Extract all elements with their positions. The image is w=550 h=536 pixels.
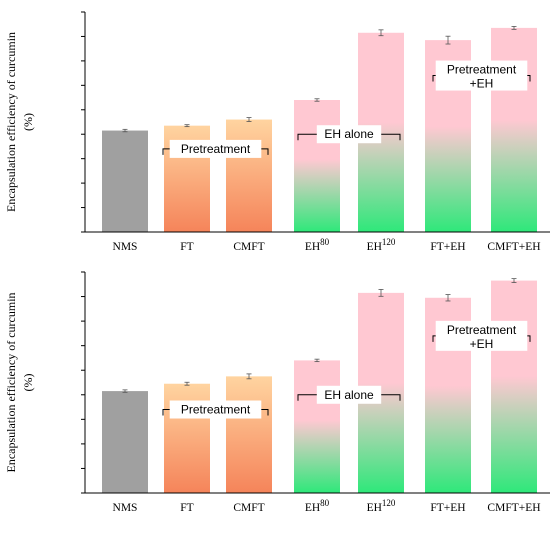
x-tick-label-FT+EH: FT+EH: [430, 502, 465, 514]
annotation-label: Pretreatment +EH: [447, 63, 517, 91]
annotation-box: [169, 400, 262, 419]
bar-CMFT: [226, 119, 272, 232]
bar-CMFT: [226, 376, 272, 493]
group-annotation: Pretreatment: [162, 400, 269, 419]
group-annotation: Pretreatment +EH: [432, 320, 531, 351]
x-tick-label-FT+EH: FT+EH: [430, 241, 465, 253]
bar-NMS: [102, 391, 148, 493]
error-bar-FT: [184, 124, 190, 128]
x-tick-label-CMFT: CMFT: [233, 502, 264, 514]
x-tick-label-CMFT+EH: CMFT+EH: [487, 502, 540, 514]
x-tick-label-EH120: EH120: [367, 498, 396, 514]
bar-NMS: [102, 130, 148, 232]
x-tick-label-EH80: EH80: [305, 498, 330, 514]
error-bar-EH80: [314, 98, 320, 102]
error-bar-CMFT: [246, 117, 252, 122]
y-axis-title: Encapsulation efficiency of curcumin (%): [4, 32, 35, 212]
x-tick-label-EH120: EH120: [367, 237, 396, 253]
error-bar-CMFT: [246, 373, 252, 380]
annotation-label: EH alone: [324, 388, 374, 402]
group-annotation: Pretreatment +EH: [432, 60, 531, 91]
error-bar-EH120: [378, 289, 384, 297]
error-bar-CMFT+EH: [511, 26, 517, 30]
group-annotation: EH alone: [297, 125, 401, 144]
error-bar-FT: [184, 381, 190, 386]
bar-EH80: [294, 360, 340, 493]
bar-FT: [164, 383, 210, 493]
error-bar-NMS: [122, 128, 128, 133]
error-bar-EH120: [378, 29, 384, 37]
x-tick-label-NMS: NMS: [113, 241, 138, 253]
x-tick-label-FT: FT: [180, 241, 193, 253]
error-bar-FT+EH: [445, 294, 451, 302]
x-tick-label-CMFT: CMFT: [233, 241, 264, 253]
error-bar-EH80: [314, 358, 320, 363]
annotation-label: Pretreatment +EH: [447, 323, 517, 351]
x-tick-label-EH80: EH80: [305, 237, 330, 253]
panel-top: NMS FT CMFT EH80 EH120 FT+EH CMFT+EH Encapsulat…: [4, 11, 550, 253]
bar-CMFT+EH: [491, 280, 537, 493]
group-annotation: EH alone: [297, 385, 401, 404]
x-tick-label-NMS: NMS: [113, 502, 138, 514]
error-bar-NMS: [122, 389, 128, 393]
x-tick-label-CMFT+EH: CMFT+EH: [487, 241, 540, 253]
bar-EH80: [294, 100, 340, 232]
group-annotation: Pretreatment: [162, 139, 269, 158]
annotation-box: [316, 385, 382, 404]
annotation-box: [435, 320, 528, 351]
annotation-label: EH alone: [324, 127, 374, 141]
annotation-label: Pretreatment: [181, 403, 251, 417]
annotation-box: [169, 139, 262, 158]
error-bar-FT+EH: [445, 35, 451, 45]
y-axis-title: Encapsulation efficiency of curcumin (%): [4, 292, 35, 472]
annotation-label: Pretreatment: [181, 142, 251, 156]
x-tick-label-FT: FT: [180, 502, 193, 514]
error-bar-CMFT+EH: [511, 278, 517, 283]
annotation-box: [316, 125, 382, 144]
panel-bottom: NMS FT CMFT EH80 EH120 FT+EH CMFT+EH Encapsulat…: [4, 271, 550, 514]
annotation-box: [435, 60, 528, 91]
bar-CMFT+EH: [491, 27, 537, 233]
